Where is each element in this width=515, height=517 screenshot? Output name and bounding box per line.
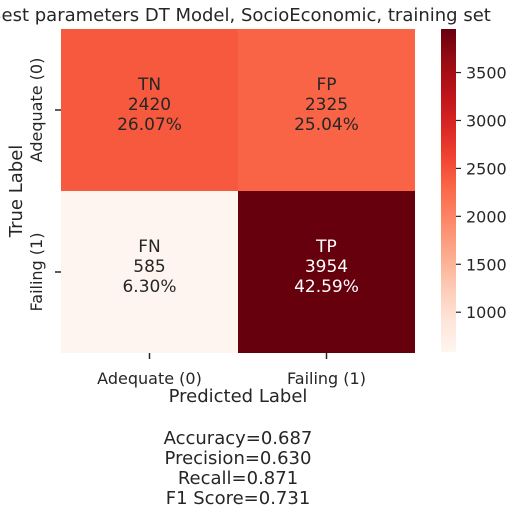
- metric-line: Recall=0.871: [178, 468, 298, 489]
- cell-fp-name: FP: [316, 75, 336, 95]
- colorbar-tick-label: 1500: [466, 255, 507, 274]
- cell-fn-value: 585: [133, 257, 165, 277]
- cell-tp-percent: 42.59%: [294, 277, 359, 297]
- cell-fn-percent: 6.30%: [122, 277, 176, 297]
- heatmap-cell-tp: [238, 191, 415, 353]
- heatmap-cell-tn: [61, 29, 238, 191]
- cell-fn-name: FN: [138, 237, 161, 257]
- metric-line: Accuracy=0.687: [164, 428, 313, 449]
- colorbar-tick-label: 2000: [466, 207, 507, 226]
- x-axis: Adequate (0) Failing (1): [97, 353, 366, 388]
- colorbar-tick-label: 3000: [466, 111, 507, 130]
- cell-tp-value: 3954: [305, 257, 348, 277]
- colorbar-tick-label: 3500: [466, 64, 507, 83]
- y-axis: Adequate (0) Failing (1): [27, 58, 61, 312]
- y-axis-label: True Label: [6, 145, 27, 239]
- cell-tn-value: 2420: [128, 95, 171, 115]
- y-tick-label: Adequate (0): [27, 58, 46, 163]
- y-tick-label: Failing (1): [27, 233, 46, 312]
- cell-tp-name: TP: [315, 237, 337, 257]
- x-axis-label: Predicted Label: [169, 386, 308, 407]
- cell-fp-value: 2325: [305, 95, 348, 115]
- heatmap-cell-fn: [61, 191, 238, 353]
- colorbar-tick-label: 1000: [466, 303, 507, 322]
- metric-line: Precision=0.630: [165, 448, 312, 469]
- x-tick-label: Adequate (0): [97, 369, 202, 388]
- heatmap-cells: [61, 29, 415, 353]
- colorbar-ticks: 1000 1500 2000 2500 3000 3500: [456, 64, 507, 322]
- cell-tn-name: TN: [137, 75, 161, 95]
- heatmap-cell-fp: [238, 29, 415, 191]
- cell-fp-percent: 25.04%: [294, 115, 359, 135]
- chart-title: Best parameters DT Model, SocioEconomic,…: [0, 5, 491, 26]
- colorbar-tick-label: 2500: [466, 159, 507, 178]
- colorbar: [441, 29, 456, 352]
- metric-line: F1 Score=0.731: [166, 488, 311, 509]
- x-tick-label: Failing (1): [287, 369, 366, 388]
- metrics-text: Accuracy=0.687Precision=0.630Recall=0.87…: [164, 428, 313, 509]
- cell-tn-percent: 26.07%: [117, 115, 182, 135]
